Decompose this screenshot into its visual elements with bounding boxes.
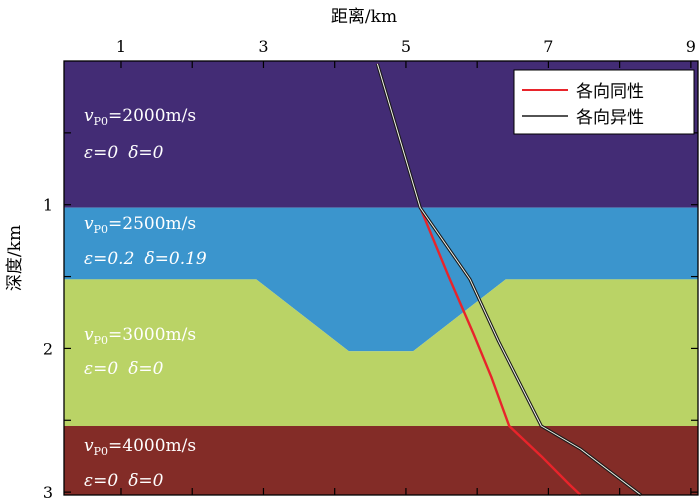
x-tick-label: 9 — [686, 37, 696, 56]
layer-4-velocity-label: vP0=4000m/s — [84, 436, 196, 458]
legend-label: 各向异性 — [576, 108, 644, 128]
layer-2-params-label: ε=0.2 δ=0.19 — [84, 249, 207, 269]
plot-frame — [63, 60, 699, 496]
layer-3-params-label: ε=0 δ=0 — [84, 359, 164, 379]
anisotropic-ray-line — [376, 63, 642, 496]
legend-box — [513, 69, 695, 135]
x-tick-label: 1 — [116, 37, 126, 56]
layer-1-params-label: ε=0 δ=0 — [84, 143, 164, 163]
legend-label: 各向同性 — [576, 82, 644, 102]
axis-ticks: 1 3 5 7 9 1 2 3 — [43, 37, 698, 498]
layer-labels: vP0=2000m/s ε=0 δ=0 vP0=2500m/s ε=0.2 δ=0.19 v… — [84, 106, 207, 491]
y-tick-label: 2 — [43, 339, 53, 358]
layer-2-region — [64, 207, 698, 352]
x-tick-label: 7 — [543, 37, 553, 56]
x-axis-title: 距离/km — [331, 7, 397, 27]
x-tick-label: 5 — [401, 37, 411, 56]
layer-3-velocity-label: vP0=3000m/s — [84, 325, 196, 347]
ray-paths — [375, 63, 642, 497]
y-tick-label: 1 — [43, 196, 53, 215]
layer-1-velocity-label: vP0=2000m/s — [84, 106, 196, 128]
layer-4-region — [64, 426, 698, 495]
y-tick-label: 3 — [43, 483, 53, 498]
y-axis-title: 深度/km — [5, 225, 25, 291]
layer-4-params-label: ε=0 δ=0 — [84, 471, 164, 491]
x-tick-label: 3 — [258, 37, 268, 56]
layer-2-velocity-label: vP0=2500m/s — [84, 214, 196, 236]
layer-3-region — [64, 279, 698, 426]
